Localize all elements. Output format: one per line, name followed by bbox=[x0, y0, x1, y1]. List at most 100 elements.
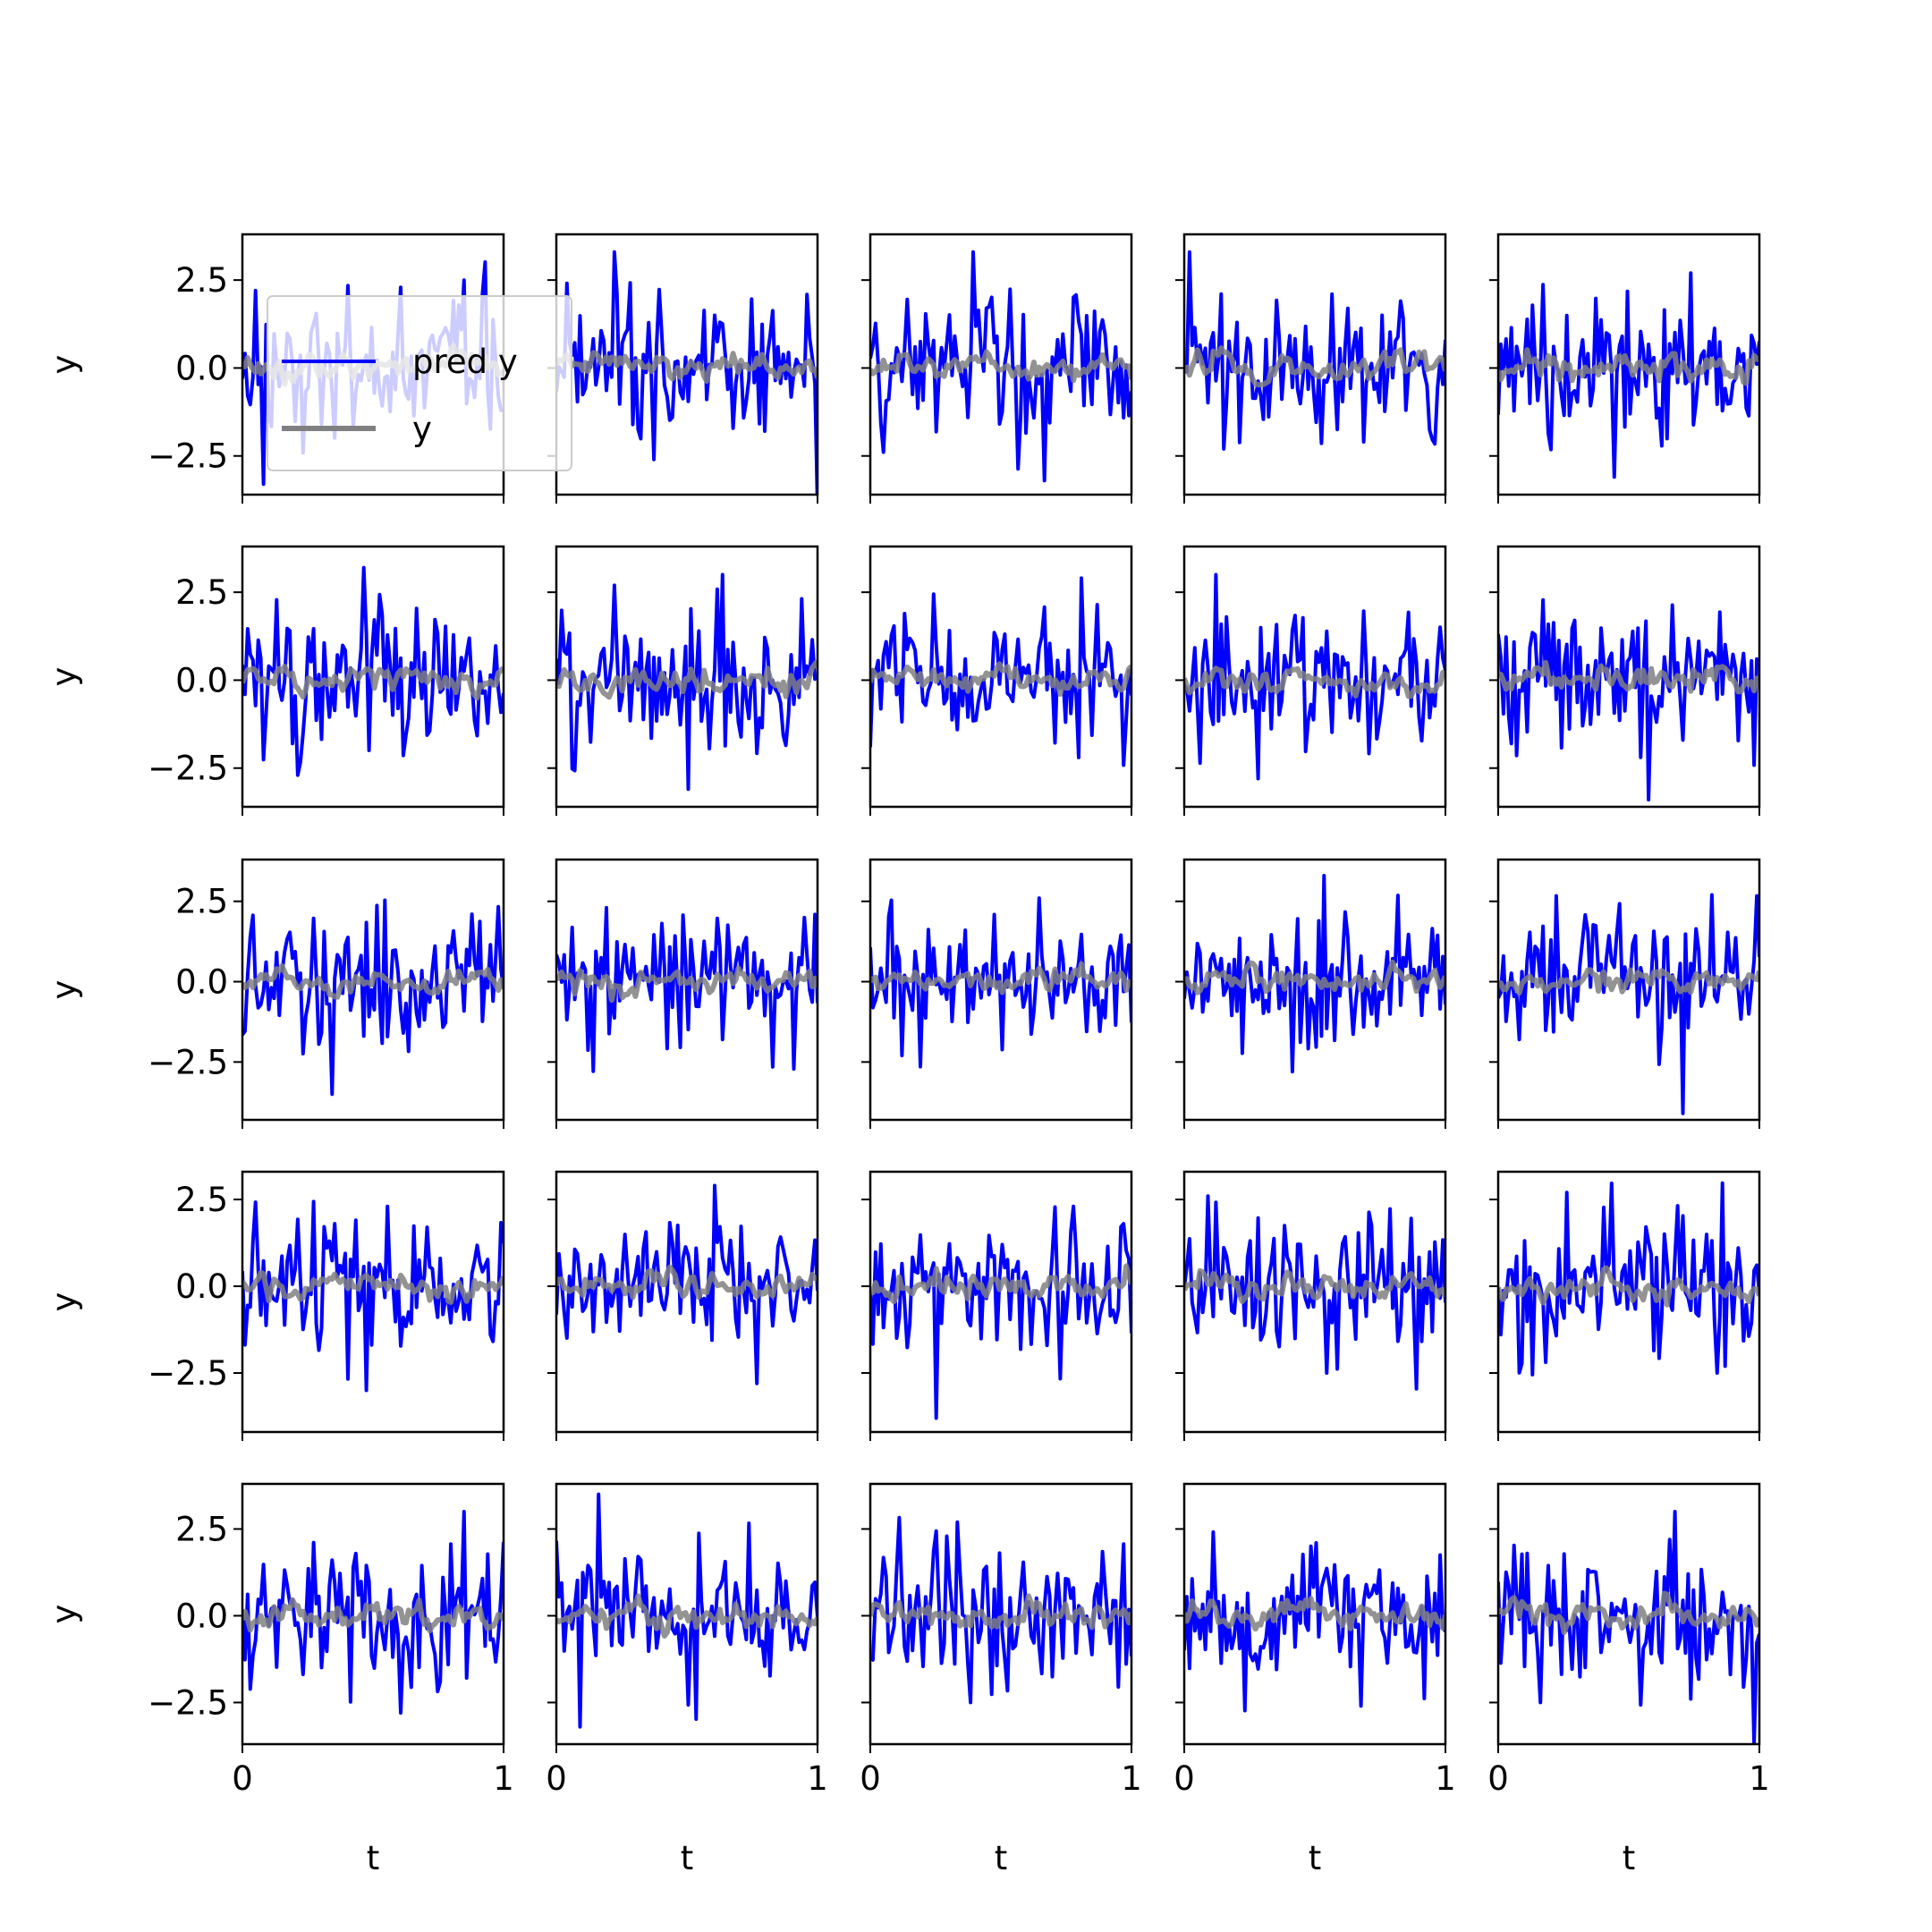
axes-frame bbox=[555, 1482, 819, 1746]
series-line-y bbox=[1498, 1590, 1759, 1636]
series-line-y bbox=[242, 1269, 504, 1305]
y-tick-label: −2.5 bbox=[148, 750, 228, 788]
panel-4-1: 0 1 t bbox=[546, 1482, 828, 1877]
axes-frame bbox=[869, 1482, 1133, 1746]
x-axis-label: t bbox=[681, 1839, 694, 1877]
axes-frame bbox=[241, 1170, 505, 1434]
axes-frame bbox=[1496, 545, 1761, 809]
axes-frame bbox=[1182, 1482, 1447, 1746]
y-tick-label: 2.5 bbox=[175, 261, 228, 300]
series-line-y bbox=[242, 1597, 504, 1634]
series-line-y bbox=[556, 350, 818, 385]
axes-frame bbox=[1182, 1170, 1447, 1434]
panel-0-4 bbox=[1489, 233, 1761, 504]
y-tick-label: −2.5 bbox=[148, 1683, 228, 1722]
panel-4-4: 0 1 t bbox=[1487, 1482, 1770, 1877]
x-axis-label: t bbox=[367, 1839, 380, 1877]
axes-frame bbox=[241, 858, 505, 1122]
series-line-y bbox=[870, 661, 1131, 697]
axes-frame bbox=[555, 1170, 819, 1434]
x-tick-label: 1 bbox=[1121, 1759, 1142, 1798]
x-tick-label: 1 bbox=[1749, 1759, 1770, 1798]
panel-0-1 bbox=[547, 233, 819, 504]
y-axis-label: y bbox=[45, 1292, 83, 1312]
x-tick-label: 1 bbox=[807, 1759, 828, 1798]
series-line-pred-y bbox=[556, 250, 818, 495]
series-line-pred-y bbox=[1184, 1194, 1445, 1391]
y-axis-label: y bbox=[45, 1605, 83, 1624]
series-line-y bbox=[242, 962, 504, 1000]
y-tick-label: −2.5 bbox=[148, 437, 228, 476]
axes-frame bbox=[555, 545, 819, 809]
panel-4-2: 0 1 t bbox=[860, 1482, 1142, 1877]
y-axis-label: y bbox=[45, 980, 83, 1000]
panel-1-0: −2.5 0.0 2.5 y bbox=[45, 545, 505, 816]
legend-label-pred-y: pred y bbox=[412, 343, 518, 381]
series-line-pred-y bbox=[1498, 271, 1759, 479]
legend-label-y: y bbox=[412, 410, 432, 448]
panel-2-1 bbox=[547, 858, 819, 1129]
x-tick-label: 0 bbox=[1487, 1759, 1509, 1798]
axes-frame bbox=[869, 233, 1133, 496]
axes-frame bbox=[869, 1170, 1133, 1434]
panel-3-0: −2.5 0.0 2.5 y bbox=[45, 1170, 505, 1441]
panel-4-3: 0 1 t bbox=[1174, 1482, 1456, 1877]
panel-0-0: −2.5 0.0 2.5 y bbox=[45, 233, 505, 504]
panel-2-2 bbox=[861, 858, 1133, 1129]
series-line-pred-y bbox=[1498, 1181, 1759, 1377]
axes-frame bbox=[241, 545, 505, 809]
series-line-y bbox=[1184, 345, 1445, 388]
axes-frame bbox=[1496, 858, 1761, 1122]
series-line-pred-y bbox=[556, 1183, 818, 1385]
x-tick-label: 0 bbox=[1174, 1759, 1195, 1798]
series-line-y bbox=[556, 965, 818, 1004]
y-axis-label: y bbox=[45, 355, 83, 375]
axes-frame bbox=[1182, 545, 1447, 809]
y-tick-label: 0.0 bbox=[175, 963, 228, 1002]
series-line-pred-y bbox=[556, 905, 818, 1073]
series-line-y bbox=[556, 659, 818, 700]
panel-4-0: −2.5 0.0 2.5 0 1 y t bbox=[45, 1482, 514, 1877]
panel-3-4 bbox=[1489, 1170, 1761, 1441]
x-axis-label: t bbox=[995, 1839, 1008, 1877]
y-tick-label: 0.0 bbox=[175, 661, 228, 699]
series-line-pred-y bbox=[1498, 893, 1759, 1115]
axes-frame bbox=[555, 858, 819, 1122]
x-axis-label: t bbox=[1309, 1839, 1322, 1877]
series-line-pred-y bbox=[242, 1510, 504, 1716]
panel-0-2 bbox=[861, 233, 1133, 504]
x-tick-label: 1 bbox=[1435, 1759, 1456, 1798]
panel-3-1 bbox=[547, 1170, 819, 1441]
panel-2-4 bbox=[1489, 858, 1761, 1129]
series-line-y bbox=[870, 349, 1131, 384]
series-line-y bbox=[870, 1263, 1131, 1305]
x-tick-label: 0 bbox=[546, 1759, 567, 1798]
y-tick-label: 2.5 bbox=[175, 573, 228, 612]
y-tick-label: 0.0 bbox=[175, 1597, 228, 1635]
axes-frame bbox=[241, 1482, 505, 1746]
y-tick-label: −2.5 bbox=[148, 1354, 228, 1393]
panel-1-1 bbox=[547, 545, 819, 816]
x-tick-label: 0 bbox=[860, 1759, 881, 1798]
series-line-y bbox=[556, 1264, 818, 1301]
y-tick-label: 2.5 bbox=[175, 1181, 228, 1219]
series-line-pred-y bbox=[1184, 250, 1445, 451]
series-line-y bbox=[556, 1593, 818, 1639]
series-line-y bbox=[1184, 665, 1445, 699]
axes-frame bbox=[869, 545, 1133, 809]
x-tick-label: 1 bbox=[493, 1759, 514, 1798]
series-line-y bbox=[242, 664, 504, 701]
axes-frame bbox=[1182, 233, 1447, 496]
y-tick-label: 2.5 bbox=[175, 1510, 228, 1548]
series-line-y bbox=[1498, 659, 1759, 695]
panel-2-3 bbox=[1175, 858, 1447, 1129]
series-line-y bbox=[870, 1593, 1131, 1631]
series-line-y bbox=[1184, 959, 1445, 996]
series-line-pred-y bbox=[1184, 572, 1445, 781]
series-line-pred-y bbox=[242, 898, 504, 1097]
panel-1-3 bbox=[1175, 545, 1447, 816]
panel-0-3 bbox=[1175, 233, 1447, 504]
series-line-y bbox=[1184, 1596, 1445, 1632]
y-tick-label: −2.5 bbox=[148, 1043, 228, 1081]
